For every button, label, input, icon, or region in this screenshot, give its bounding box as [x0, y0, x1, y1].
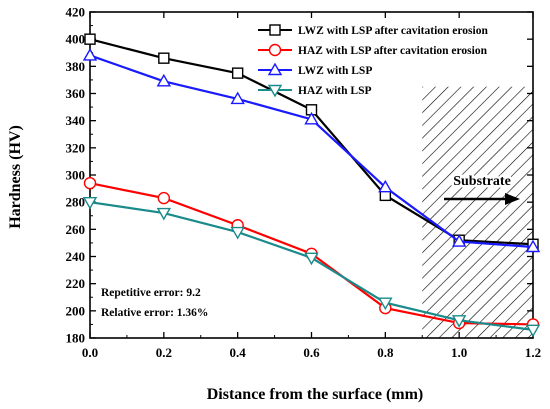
series-2-point-3 [304, 111, 319, 125]
x-tick-label-1: 0.2 [156, 345, 172, 360]
legend-label-0: LWZ with LSP after cavitation erosion [298, 25, 488, 37]
y-tick-label-3: 240 [66, 249, 86, 264]
x-tick-label-0: 0.0 [82, 345, 98, 360]
legend-label-3: HAZ with LSP [298, 85, 372, 97]
y-tick-label-12: 420 [66, 5, 86, 20]
series-1-point-0 [83, 176, 97, 190]
series-1-point-1 [157, 191, 171, 205]
y-tick-label-9: 360 [66, 86, 86, 101]
legend-label-1: HAZ with LSP after cavitation erosion [298, 45, 488, 57]
x-tick-label-3: 0.6 [303, 345, 320, 360]
y-tick-label-10: 380 [66, 59, 86, 74]
series-3-point-6 [525, 324, 541, 338]
y-tick-label-11: 400 [66, 32, 86, 47]
series-3-point-2 [230, 226, 245, 240]
series-2-point-6 [525, 239, 541, 253]
substrate-annotation: Substrate [444, 172, 520, 205]
y-tick-label-8: 340 [66, 113, 86, 128]
series-2-point-1 [156, 73, 172, 87]
series-0-point-1 [158, 52, 170, 64]
series-3-point-1 [156, 207, 172, 221]
legend-label-2: LWZ with LSP [298, 65, 372, 77]
y-tick-label-7: 320 [66, 140, 86, 155]
y-tick-label-6: 300 [66, 168, 86, 183]
series-3-point-0 [82, 196, 98, 210]
legend-marker-3 [267, 84, 283, 98]
series-2-point-2 [230, 91, 245, 105]
series-2 [82, 48, 541, 253]
substrate-arrow-head [505, 193, 520, 205]
series-3-point-3 [304, 252, 319, 266]
legend-marker-2 [267, 62, 283, 76]
substrate-hatch-region [422, 86, 533, 338]
y-tick-label-4: 260 [66, 222, 86, 237]
x-tick-label-6: 1.2 [525, 345, 541, 360]
y-tick-label-5: 280 [66, 195, 86, 210]
series-3 [82, 196, 541, 338]
substrate-label: Substrate [453, 174, 511, 189]
plot-area: 0.0 0.2 0.4 0.6 0.8 1.0 1.2 180 200 220 240 260 280 3… [66, 5, 542, 361]
x-axis-title: Distance from the surface (mm) [207, 386, 424, 403]
annotation-relative-error: Relative error: 1.36% [101, 307, 208, 319]
y-tick-label-2: 220 [66, 276, 86, 291]
series-0-point-2 [231, 67, 244, 79]
series-2-point-5 [451, 234, 467, 247]
legend: LWZ with LSP after cavitation erosion HAZ… [258, 24, 488, 98]
annotation-repetitive-error: Repetitive error: 9.2 [101, 287, 201, 299]
series-0-point-0 [84, 33, 96, 45]
legend-marker-0 [269, 24, 281, 36]
y-tick-label-0: 180 [66, 331, 86, 346]
x-tick-label-5: 1.0 [451, 345, 467, 360]
series-2-point-0 [82, 48, 98, 61]
series-3-point-4 [378, 297, 393, 311]
series-2-point-4 [378, 179, 393, 193]
series-3-point-5 [451, 315, 467, 328]
y-tick-label-1: 200 [66, 303, 86, 318]
x-tick-label-4: 0.8 [377, 345, 394, 360]
x-tick-label-2: 0.4 [230, 345, 247, 360]
y-axis-title: Hardness (HV) [7, 125, 24, 229]
legend-marker-1 [268, 43, 282, 57]
